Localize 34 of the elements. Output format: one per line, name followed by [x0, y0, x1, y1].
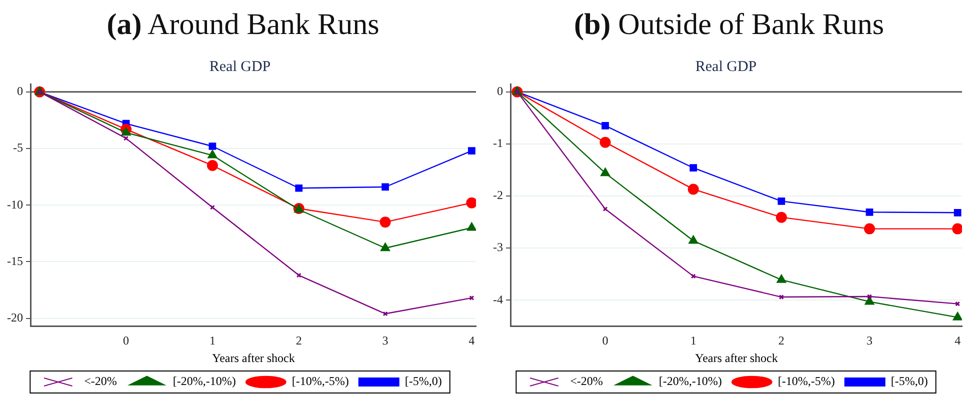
y-tick-label: -2: [492, 188, 503, 202]
chart-subtitle: Real GDP: [209, 58, 271, 75]
chart-title: (b) Outside of Bank Runs: [573, 7, 885, 43]
y-tick-label: -15: [6, 254, 23, 268]
y-tick-label: -1: [492, 136, 503, 150]
legend-label: [-20%,-10%): [172, 374, 236, 388]
legend-label: [-5%,0): [404, 374, 442, 388]
legend-label: <-20%: [84, 374, 117, 388]
x-tick-label: 3: [866, 334, 873, 348]
legend-label: [-5%,0): [890, 374, 928, 388]
chart-title: (a) Around Bank Runs: [106, 7, 380, 43]
chart-subtitle: Real GDP: [695, 58, 757, 75]
legend-label: [-10%,-5%): [778, 374, 835, 388]
y-tick-label: -3: [492, 240, 503, 254]
y-tick-label: -20: [6, 310, 23, 324]
y-tick-label: 0: [496, 84, 503, 98]
legend-label: <-20%: [570, 374, 603, 388]
x-tick-label: 4: [954, 334, 961, 348]
x-tick-label: 2: [296, 334, 302, 348]
y-tick-label: -4: [492, 292, 503, 306]
legend-label: [-20%,-10%): [658, 374, 722, 388]
x-axis-title: Years after shock: [695, 350, 778, 365]
y-tick-label: -5: [12, 140, 23, 155]
x-tick-label: 1: [209, 334, 216, 348]
x-tick-label: 4: [468, 334, 475, 348]
x-tick-label: 0: [123, 334, 130, 348]
x-tick-label: 0: [602, 334, 608, 348]
x-tick-label: 2: [778, 334, 784, 348]
legend-label: [-10%,-5%): [292, 374, 349, 388]
x-tick-label: 1: [690, 334, 696, 348]
y-tick-label: 0: [16, 84, 23, 98]
y-tick-label: -10: [6, 197, 23, 212]
x-axis-title: Years after shock: [212, 350, 295, 365]
x-tick-label: 3: [382, 334, 388, 348]
